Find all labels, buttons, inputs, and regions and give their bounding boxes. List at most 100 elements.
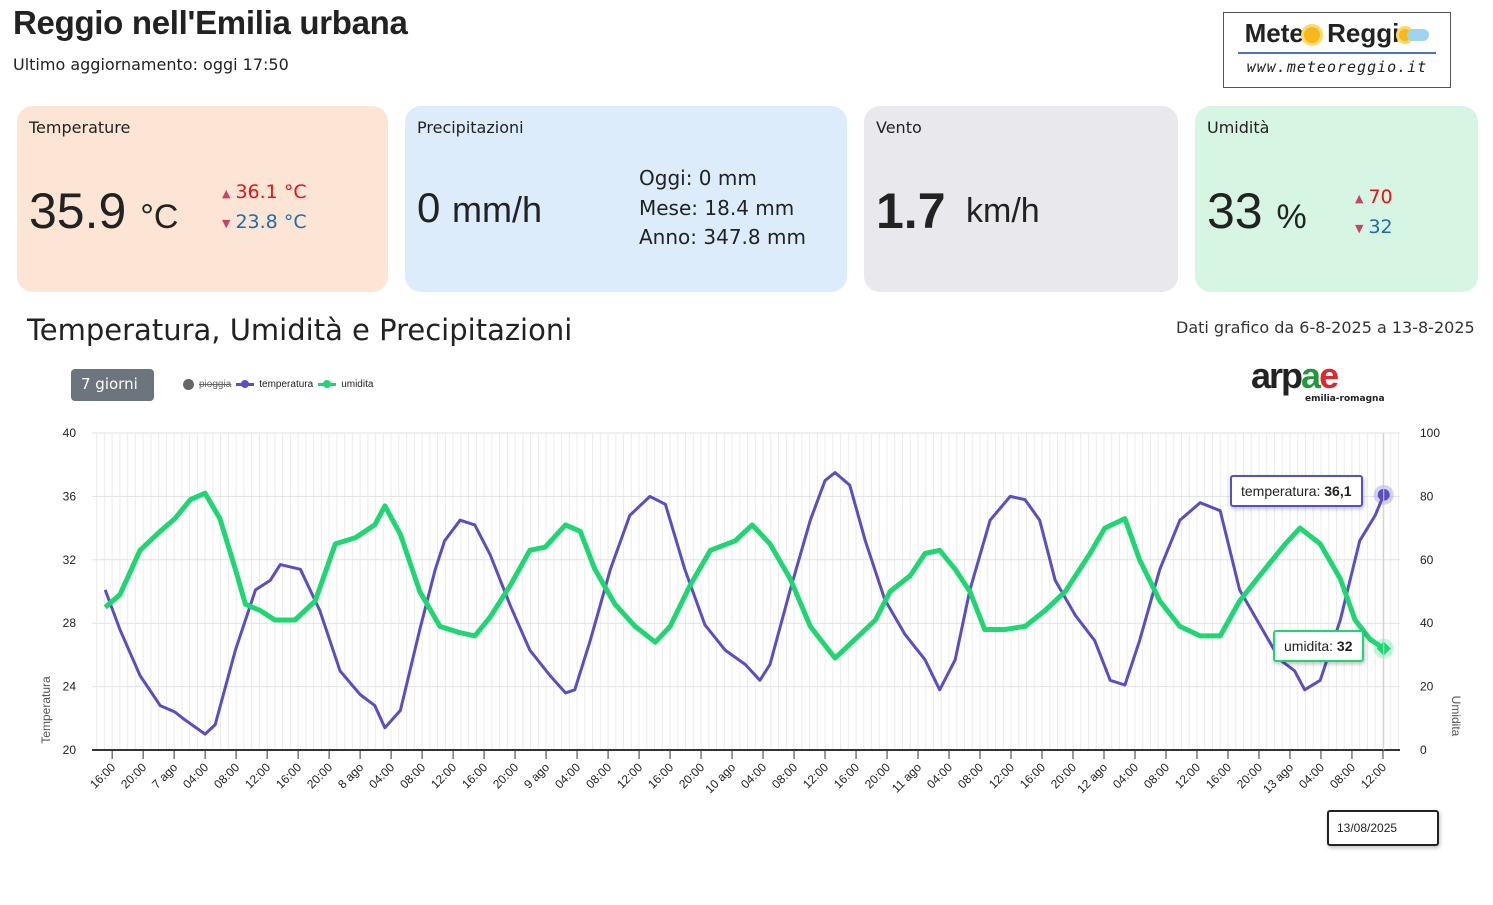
y-tick-label: 24 (63, 680, 77, 694)
humidity-max: 70 (1368, 186, 1393, 208)
cloud-icon (1407, 29, 1430, 42)
x-tick-label: 11 ago (889, 760, 924, 795)
y2-tick-label: 0 (1420, 743, 1427, 757)
meteoreggio-logo[interactable]: Mete Reggi www.meteoreggio.it (1223, 12, 1451, 88)
card-label: Umidità (1207, 118, 1270, 137)
card-label: Temperature (29, 118, 131, 137)
precipitation-value-wrap: 0 mm/h (417, 184, 542, 232)
precipitation-value: 0 (417, 184, 441, 231)
precipitation-unit: mm/h (452, 189, 543, 230)
tooltip-label: temperatura: (1241, 483, 1321, 499)
temperature-max: 36.1 °C (235, 181, 307, 203)
legend-pioggia-icon (183, 379, 194, 390)
humidity-value-wrap: 33 % (1207, 182, 1307, 240)
chart-legend: pioggia temperatura umidita (183, 379, 373, 390)
x-tick-label: 20:00 (304, 760, 335, 791)
logo-text: Reggi (1327, 18, 1400, 48)
x-tick-label: 08:00 (397, 760, 428, 791)
x-tick-label: 12:00 (242, 760, 273, 791)
y2-axis-title: Umidita (1449, 696, 1463, 737)
tooltip-temperatura: temperatura: 36,1 (1230, 475, 1363, 507)
temperature-min: 23.8 °C (235, 211, 307, 233)
x-tick-label: 04:00 (1296, 760, 1327, 791)
logo-divider (1238, 52, 1436, 54)
card-label: Precipitazioni (417, 118, 524, 137)
temperature-unit: °C (140, 198, 179, 236)
x-tick-label: 08:00 (1327, 760, 1358, 791)
arpae-subtitle: emilia-romagna (1305, 394, 1385, 404)
precipitation-month: Mese: 18.4 mm (639, 196, 795, 220)
arpae-logo-text: arpae (1251, 355, 1339, 396)
temperature-card: Temperature 35.9 °C ▲ 36.1 °C ▼ 23.8 °C (17, 106, 388, 292)
series-line-temperatura (103, 471, 1386, 736)
humidity-card: Umidità 33 % ▲ 70 ▼ 32 (1195, 106, 1478, 292)
arrow-down-icon: ▼ (222, 217, 231, 230)
wind-card: Vento 1.7 km/h (864, 106, 1178, 292)
x-tick-label: 20:00 (490, 760, 521, 791)
humidity-value: 33 (1207, 183, 1263, 239)
x-tick-label: 04:00 (180, 760, 211, 791)
x-tick-label: 9 ago (521, 760, 552, 791)
temperature-value: 35.9 (29, 183, 127, 239)
x-tick-label: 12 ago (1074, 760, 1110, 796)
legend-pioggia[interactable]: pioggia (199, 379, 232, 390)
temperature-value-wrap: 35.9 °C (29, 182, 178, 240)
x-tick-label: 08:00 (583, 760, 614, 791)
logo-url: www.meteoreggio.it (1246, 58, 1428, 76)
tooltip-value: 36,1 (1324, 483, 1352, 499)
x-tick-label: 8 ago (335, 760, 366, 791)
tooltip-umidita: umidita: 32 (1273, 630, 1364, 662)
y2-tick-label: 40 (1420, 616, 1434, 630)
x-tick-label: 16:00 (273, 760, 304, 791)
y-tick-label: 28 (63, 616, 77, 630)
x-tick-label: 12:00 (1172, 760, 1203, 791)
legend-umidita-icon (318, 380, 337, 388)
chart-date-range: Dati grafico da 6-8-2025 a 13-8-2025 (1176, 318, 1475, 337)
x-tick-label: 08:00 (955, 760, 986, 791)
arrow-down-icon: ▼ (1355, 222, 1364, 235)
y2-tick-label: 100 (1420, 426, 1440, 440)
x-tick-label: 12:00 (428, 760, 459, 791)
x-tick-label: 08:00 (1141, 760, 1172, 791)
y2-tick-label: 80 (1420, 489, 1434, 503)
x-tick-label: 16:00 (831, 760, 862, 791)
precipitation-card: Precipitazioni 0 mm/h Oggi: 0 mm Mese: 1… (405, 106, 847, 292)
last-update: Ultimo aggiornamento: oggi 17:50 (13, 55, 289, 74)
x-tick-label: 16:00 (645, 760, 676, 791)
x-tick-label: 04:00 (1110, 760, 1141, 791)
y-tick-label: 32 (63, 553, 77, 567)
x-tick-label: 04:00 (366, 760, 397, 791)
y2-tick-label: 20 (1420, 680, 1434, 694)
x-tick-label: 16:00 (1203, 760, 1234, 791)
arpae-logo[interactable]: arpae emilia-romagna (1251, 358, 1391, 408)
tooltip-value: 32 (1336, 638, 1353, 654)
y-tick-label: 40 (63, 426, 77, 440)
tooltip-date: 13/08/2025 (1327, 810, 1439, 846)
period-dropdown[interactable]: 7 giorni ▼ (71, 369, 154, 410)
wind-value: 1.7 (876, 183, 946, 239)
wind-unit: km/h (966, 192, 1040, 230)
x-tick-label: 10 ago (702, 760, 738, 796)
legend-umidita[interactable]: umidita (341, 379, 374, 390)
humidity-unit: % (1276, 198, 1307, 236)
tooltip-label: umidita: (1284, 638, 1334, 654)
x-tick-label: 12:00 (986, 760, 1017, 791)
x-tick-label: 16:00 (459, 760, 490, 791)
x-tick-label: 08:00 (211, 760, 242, 791)
arrow-up-icon: ▲ (1355, 192, 1364, 205)
x-tick-label: 08:00 (769, 760, 800, 791)
x-tick-label: 20:00 (118, 760, 149, 791)
series-line-umidita (103, 490, 1386, 661)
humidity-min: 32 (1368, 216, 1393, 238)
precipitation-year: Anno: 347.8 mm (639, 225, 806, 249)
x-tick-label: 16:00 (1017, 760, 1048, 791)
caret-down-icon: ▼ (81, 400, 88, 410)
y2-tick-label: 60 (1420, 553, 1434, 567)
arrow-up-icon: ▲ (222, 187, 231, 200)
x-tick-label: 04:00 (738, 760, 769, 791)
page-title: Reggio nell'Emilia urbana (13, 4, 408, 41)
legend-temperatura[interactable]: temperatura (259, 379, 314, 390)
x-tick-label: 04:00 (552, 760, 583, 791)
x-tick-label: 13 ago (1260, 760, 1296, 796)
